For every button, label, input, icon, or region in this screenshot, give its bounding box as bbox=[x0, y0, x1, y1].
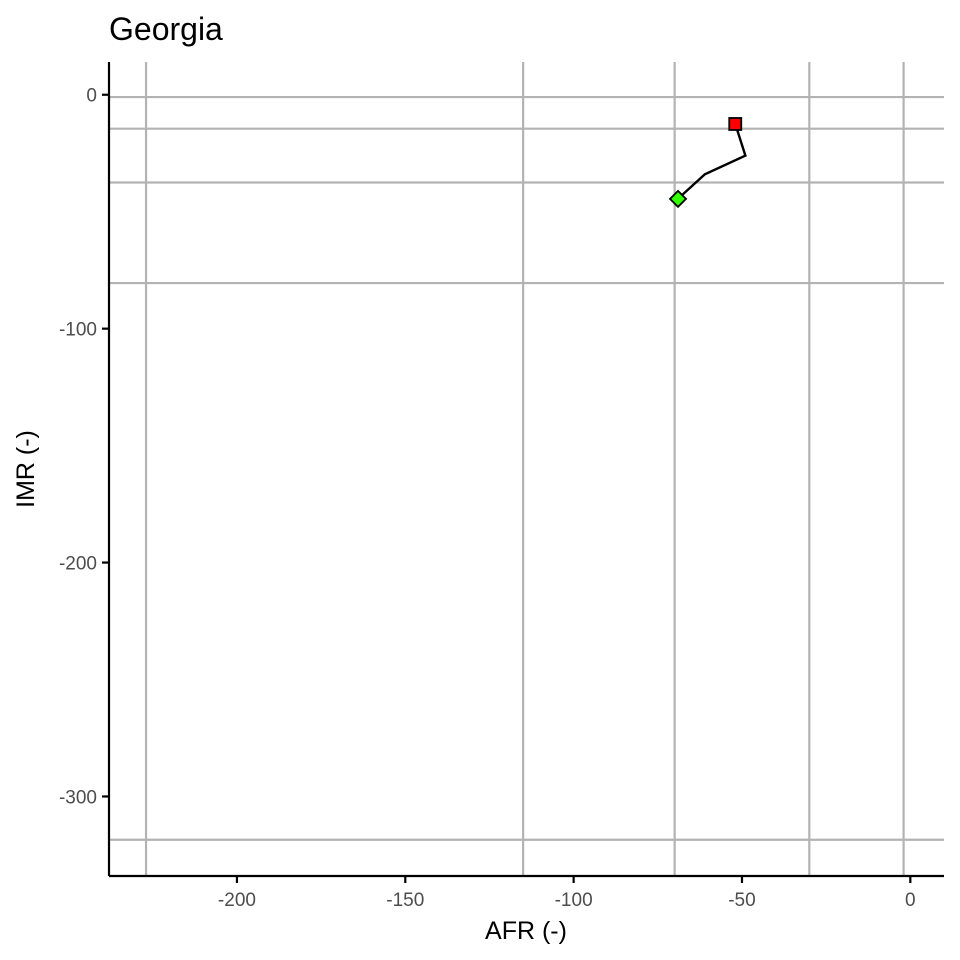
y-tick-label: -200 bbox=[59, 554, 97, 575]
x-tick-label: -100 bbox=[555, 890, 593, 911]
marker-layer bbox=[668, 117, 743, 209]
x-axis-title: AFR (-) bbox=[485, 917, 567, 945]
start-marker bbox=[728, 117, 743, 131]
x-tick-label: -150 bbox=[386, 890, 424, 911]
y-axis-title: IMR (-) bbox=[12, 430, 40, 508]
x-tick-label: -200 bbox=[218, 890, 256, 911]
y-tick-label: -300 bbox=[59, 787, 97, 808]
y-tick-label: 0 bbox=[86, 86, 97, 107]
end-marker bbox=[668, 189, 688, 209]
y-axis-ticks: 0 -100 -200 -300 bbox=[59, 86, 109, 808]
series-layer bbox=[677, 123, 747, 200]
series-line-0 bbox=[677, 123, 747, 200]
reference-lines bbox=[109, 62, 944, 876]
x-axis-ticks: -200 -150 -100 -50 0 bbox=[218, 876, 916, 911]
y-tick-label: -100 bbox=[59, 320, 97, 341]
x-tick-label: -50 bbox=[728, 890, 755, 911]
chart-title: Georgia bbox=[109, 11, 223, 47]
x-tick-label: 0 bbox=[905, 890, 916, 911]
